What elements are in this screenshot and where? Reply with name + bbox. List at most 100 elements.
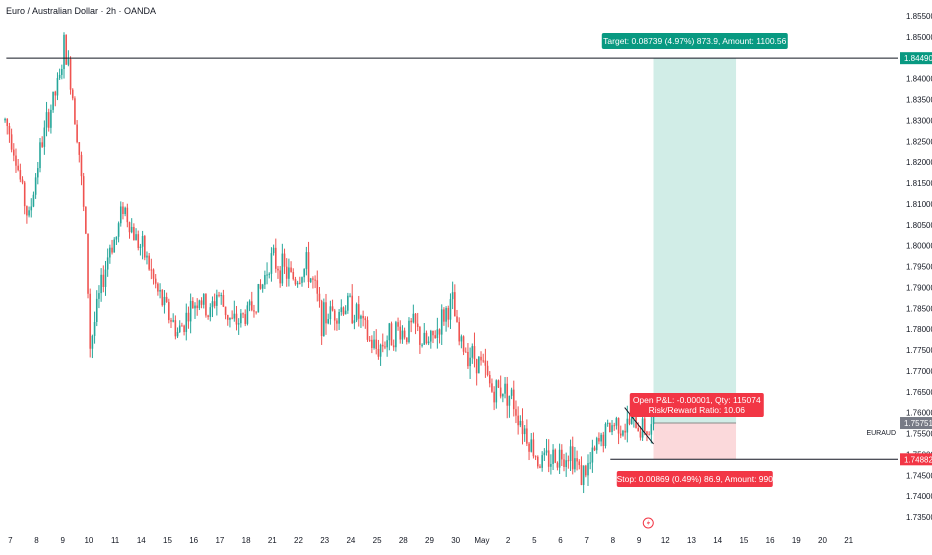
candle-body — [183, 325, 185, 333]
time-tick-label: 9 — [637, 536, 642, 545]
candle-body — [421, 344, 423, 346]
position-zones — [653, 58, 737, 460]
candle-body — [50, 109, 52, 128]
candle-body — [410, 320, 412, 323]
candle-body — [178, 325, 181, 333]
candle-body — [205, 294, 207, 316]
candle-body — [100, 274, 102, 294]
candle-body — [386, 340, 388, 348]
candle-body — [528, 443, 530, 452]
time-tick-label: 17 — [215, 536, 224, 545]
candle-body — [445, 307, 447, 322]
candle-body — [593, 447, 596, 451]
candle-body — [427, 341, 430, 344]
candle-body — [561, 449, 563, 460]
candle-body — [412, 313, 415, 323]
candle-body — [187, 312, 190, 322]
candle-body — [366, 320, 369, 340]
candle-body — [137, 234, 140, 248]
candle-body — [362, 315, 364, 319]
candle-body — [115, 236, 118, 240]
time-tick-label: 8 — [34, 536, 39, 545]
candle-body — [615, 418, 618, 426]
candle-body — [294, 279, 297, 285]
upper-resistance-tag-label: 1.84490 — [904, 54, 932, 63]
candle-body — [78, 142, 81, 155]
candle-body — [598, 438, 600, 442]
price-tick-label: 1.82500 — [906, 137, 932, 146]
candle-body — [419, 326, 421, 345]
candle-body — [135, 234, 137, 241]
candle-body — [506, 383, 509, 406]
candle-body — [71, 89, 74, 99]
candle-body — [185, 312, 188, 333]
candle-body — [143, 236, 146, 258]
candle-body — [347, 295, 349, 311]
candle-body — [484, 360, 487, 366]
candle-body — [67, 59, 70, 65]
price-tick-label: 1.77000 — [906, 367, 932, 376]
candle-body — [325, 302, 327, 324]
candle-body — [8, 126, 11, 135]
time-tick-label: 7 — [8, 536, 13, 545]
candle-body — [301, 277, 303, 283]
candle-body — [139, 246, 142, 248]
candle-body — [416, 323, 419, 327]
candle-body — [119, 206, 122, 224]
candle-body — [547, 450, 550, 467]
candle-body — [133, 226, 135, 241]
candle-body — [292, 271, 295, 280]
candle-body — [279, 270, 281, 284]
candle-body — [37, 168, 39, 178]
candle-body — [464, 351, 467, 353]
candle-body — [478, 356, 480, 374]
time-axis[interactable]: 7 8 9 10 11 14 15 16 17 18 21 22 23 24 25 28 29 30 May 2 5 6 7… — [8, 517, 854, 545]
price-tick-label: 1.80000 — [906, 242, 932, 251]
candle-body — [567, 460, 570, 462]
time-tick-label: 12 — [661, 536, 670, 545]
candle-body — [128, 222, 131, 233]
candle-body — [264, 275, 266, 285]
candle-body — [56, 78, 59, 96]
candle-body — [63, 34, 65, 70]
candle-body — [405, 337, 408, 343]
time-tick-label: 23 — [320, 536, 329, 545]
candle-body — [202, 294, 205, 305]
candle-body — [41, 142, 43, 147]
candle-body — [550, 463, 552, 467]
candle-body — [480, 356, 482, 361]
candle-body — [207, 315, 209, 317]
candle-body — [268, 273, 271, 275]
candle-body — [122, 206, 124, 214]
candle-body — [576, 458, 578, 462]
candle-body — [582, 465, 585, 485]
candle-body — [545, 450, 548, 453]
time-tick-label: 10 — [84, 536, 93, 545]
lower-support-tag — [900, 453, 932, 466]
chart-title: Euro / Australian Dollar · 2h · OANDA — [6, 6, 156, 16]
candle-body — [440, 309, 443, 335]
candle-body — [619, 433, 622, 436]
candle-body — [574, 458, 576, 470]
candle-body — [192, 300, 194, 309]
candle-body — [502, 393, 504, 397]
candle-body — [303, 268, 305, 278]
price-tick-label: 1.73500 — [906, 513, 932, 522]
price-axis[interactable]: 1.855001.850001.845001.840001.835001.830… — [866, 12, 932, 522]
candle-body — [157, 283, 159, 292]
candle-body — [460, 336, 463, 342]
candle-body — [571, 446, 574, 470]
price-tick-label: 1.75500 — [906, 430, 932, 439]
candle-body — [414, 313, 417, 324]
price-tick-label: 1.78000 — [906, 325, 932, 334]
candle-body — [259, 284, 262, 289]
candle-body — [351, 295, 354, 324]
candle-body — [305, 252, 308, 269]
time-tick-label: 8 — [611, 536, 616, 545]
candle-body — [200, 300, 203, 305]
candle-body — [646, 431, 648, 435]
candle-body — [595, 438, 598, 451]
pnl-line-2: Risk/Reward Ratio: 10.06 — [649, 405, 746, 415]
